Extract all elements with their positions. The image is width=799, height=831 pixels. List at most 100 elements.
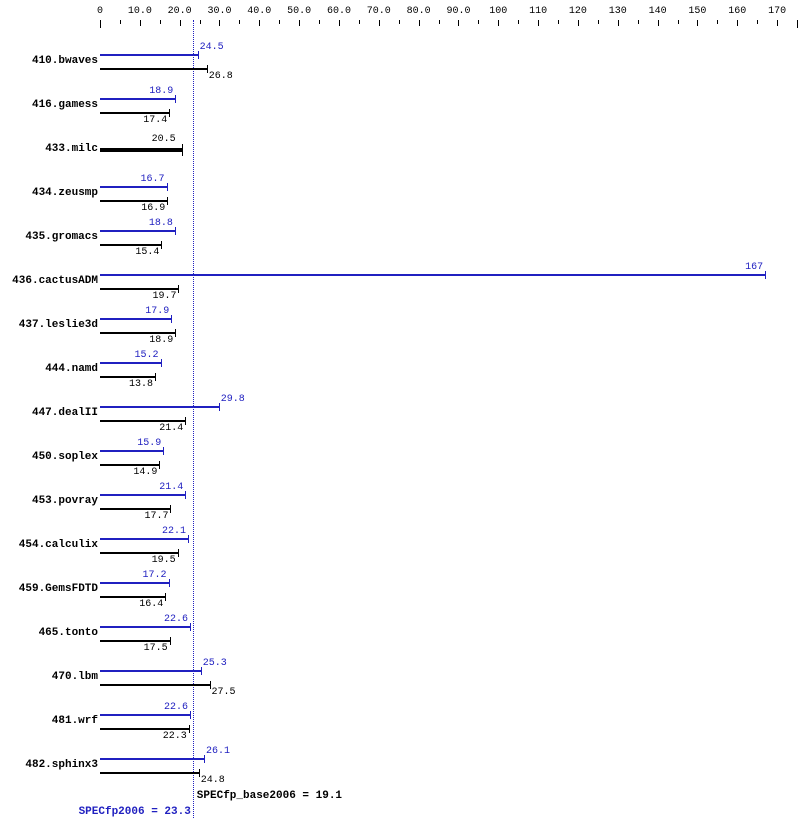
axis-tick bbox=[797, 20, 798, 28]
axis-tick bbox=[359, 20, 360, 24]
bar-combined bbox=[100, 148, 182, 152]
value-label-peak: 17.2 bbox=[142, 570, 166, 581]
axis-tick bbox=[180, 20, 181, 26]
benchmark-label: 416.gamess bbox=[0, 99, 98, 111]
benchmark-label: 444.namd bbox=[0, 363, 98, 375]
value-label-peak: 25.3 bbox=[203, 658, 227, 669]
bar-base-end-tick bbox=[185, 417, 186, 425]
value-label-base: 15.4 bbox=[135, 247, 159, 258]
bar-base bbox=[100, 640, 170, 642]
bar-base-end-tick bbox=[178, 285, 179, 293]
benchmark-label: 437.leslie3d bbox=[0, 319, 98, 331]
bar-base-end-tick bbox=[170, 505, 171, 513]
benchmark-label: 459.GemsFDTD bbox=[0, 583, 98, 595]
value-label-peak: 22.1 bbox=[162, 526, 186, 537]
bar-peak bbox=[100, 494, 185, 496]
bar-peak bbox=[100, 362, 161, 364]
axis-tick bbox=[518, 20, 519, 24]
axis-tick bbox=[339, 20, 340, 26]
value-label-peak: 24.5 bbox=[200, 42, 224, 53]
axis-tick-label: 90.0 bbox=[446, 6, 470, 17]
bar-peak bbox=[100, 98, 175, 100]
axis-tick bbox=[658, 20, 659, 26]
value-label-base: 17.7 bbox=[144, 511, 168, 522]
axis-tick-label: 130 bbox=[609, 6, 627, 17]
bar-peak-end-tick bbox=[219, 403, 220, 411]
value-label-peak: 16.7 bbox=[140, 174, 164, 185]
axis-tick bbox=[638, 20, 639, 24]
bar-peak bbox=[100, 186, 167, 188]
value-label-base: 17.4 bbox=[143, 115, 167, 126]
bar-peak-end-tick bbox=[175, 95, 176, 103]
axis-tick bbox=[140, 20, 141, 26]
axis-tick-label: 170 bbox=[768, 6, 786, 17]
bar-base-end-tick bbox=[175, 329, 176, 337]
value-label-base: 18.9 bbox=[149, 335, 173, 346]
value-label-base: 17.5 bbox=[144, 643, 168, 654]
bar-peak-end-tick bbox=[171, 315, 172, 323]
axis-tick-label: 120 bbox=[569, 6, 587, 17]
bar-end-tick bbox=[182, 144, 183, 156]
bar-base bbox=[100, 68, 207, 70]
value-label-base: 21.4 bbox=[159, 423, 183, 434]
bar-peak bbox=[100, 406, 219, 408]
bar-peak bbox=[100, 582, 169, 584]
bar-peak-end-tick bbox=[198, 51, 199, 59]
value-label-base: 24.8 bbox=[201, 775, 225, 786]
bar-base-end-tick bbox=[170, 637, 171, 645]
spec-chart: 010.020.030.040.050.060.070.080.090.0100… bbox=[0, 0, 799, 831]
value-label-peak: 15.9 bbox=[137, 438, 161, 449]
axis-tick bbox=[160, 20, 161, 24]
axis-tick bbox=[259, 20, 260, 26]
axis-tick bbox=[618, 20, 619, 26]
bar-peak bbox=[100, 318, 171, 320]
bar-base-end-tick bbox=[161, 241, 162, 249]
bar-base bbox=[100, 772, 199, 774]
bar-peak-end-tick bbox=[188, 535, 189, 543]
axis-tick bbox=[498, 20, 499, 26]
axis-tick-label: 70.0 bbox=[367, 6, 391, 17]
axis-tick bbox=[439, 20, 440, 24]
bar-base bbox=[100, 112, 169, 114]
bar-peak bbox=[100, 230, 175, 232]
benchmark-label: 450.soplex bbox=[0, 451, 98, 463]
value-label-peak: 18.8 bbox=[149, 218, 173, 229]
reference-line bbox=[193, 20, 194, 818]
bar-peak bbox=[100, 274, 765, 276]
axis-tick-label: 50.0 bbox=[287, 6, 311, 17]
benchmark-label: 410.bwaves bbox=[0, 55, 98, 67]
value-label-base: 13.8 bbox=[129, 379, 153, 390]
bar-base bbox=[100, 332, 175, 334]
bar-base bbox=[100, 376, 155, 378]
value-label-peak: 22.6 bbox=[164, 614, 188, 625]
value-label-peak: 29.8 bbox=[221, 394, 245, 405]
value-label-peak: 18.9 bbox=[149, 86, 173, 97]
bar-base-end-tick bbox=[178, 549, 179, 557]
value-label-peak: 26.1 bbox=[206, 746, 230, 757]
benchmark-label: 435.gromacs bbox=[0, 231, 98, 243]
bar-base-end-tick bbox=[155, 373, 156, 381]
bar-peak bbox=[100, 450, 163, 452]
axis-tick bbox=[299, 20, 300, 26]
axis-tick bbox=[239, 20, 240, 24]
axis-tick bbox=[419, 20, 420, 26]
axis-tick bbox=[458, 20, 459, 26]
axis-tick-label: 40.0 bbox=[247, 6, 271, 17]
bar-base bbox=[100, 728, 189, 730]
bar-peak bbox=[100, 670, 201, 672]
axis-tick bbox=[578, 20, 579, 26]
value-label-base: 16.4 bbox=[139, 599, 163, 610]
axis-tick bbox=[558, 20, 559, 24]
bar-base-end-tick bbox=[169, 109, 170, 117]
bar-peak-end-tick bbox=[167, 183, 168, 191]
bar-base bbox=[100, 684, 210, 686]
bar-base-end-tick bbox=[165, 593, 166, 601]
bar-base bbox=[100, 552, 178, 554]
benchmark-label: 434.zeusmp bbox=[0, 187, 98, 199]
bar-peak bbox=[100, 758, 204, 760]
axis-tick-label: 30.0 bbox=[207, 6, 231, 17]
axis-tick bbox=[678, 20, 679, 24]
bar-base-end-tick bbox=[199, 769, 200, 777]
benchmark-label: 481.wrf bbox=[0, 715, 98, 727]
axis-tick bbox=[120, 20, 121, 24]
